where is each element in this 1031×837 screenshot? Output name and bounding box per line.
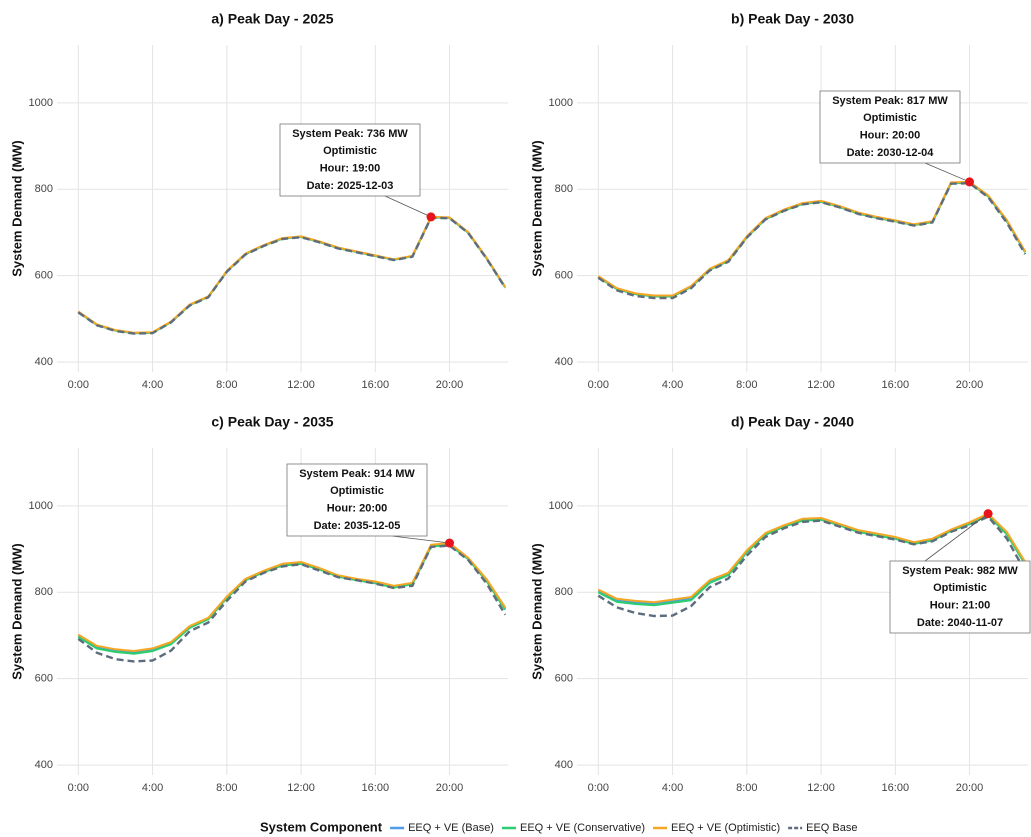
annotation-box (889, 560, 1031, 634)
y-axis-label: System Demand (MW) (529, 140, 544, 277)
annotation-text: System Peak: 736 MW (292, 128, 408, 140)
series-line (597, 515, 1027, 618)
y-tick-label: 1000 (29, 500, 53, 512)
x-tick-label: 12:00 (287, 782, 315, 794)
x-tick-label: 16:00 (362, 379, 390, 391)
annotation-text: System Peak: 914 MW (299, 468, 415, 480)
x-tick-label: 4:00 (662, 379, 683, 391)
x-tick-label: 4:00 (142, 379, 163, 391)
y-tick-label: 800 (555, 586, 573, 598)
legend-label: EEQ + VE (Optimistic) (671, 822, 780, 834)
y-tick-label: 1000 (29, 97, 53, 109)
series-line (77, 543, 507, 655)
x-tick-label: 4:00 (662, 782, 683, 794)
panel-title: d) Peak Day - 2040 (731, 414, 854, 430)
panel-title: a) Peak Day - 2025 (211, 11, 333, 27)
panel-title: c) Peak Day - 2035 (211, 414, 333, 430)
series-line (77, 542, 507, 654)
annotation-text: Hour: 19:00 (320, 163, 381, 175)
annotation-text: Hour: 20:00 (327, 503, 388, 515)
x-tick-label: 12:00 (807, 379, 835, 391)
x-tick-label: 12:00 (287, 379, 315, 391)
series-line (597, 181, 1027, 298)
annotation-text: Date: 2040-11-07 (917, 617, 1003, 629)
annotation-text: Optimistic (330, 485, 384, 497)
annotation-box (279, 123, 421, 197)
series-line (597, 181, 1027, 297)
y-tick-label: 600 (35, 270, 53, 282)
panel-title: b) Peak Day - 2030 (731, 11, 854, 27)
annotation-text: Hour: 20:00 (860, 130, 921, 142)
y-tick-label: 1000 (549, 97, 573, 109)
y-axis-label: System Demand (MW) (9, 543, 24, 680)
legend-label: EEQ Base (806, 822, 857, 834)
legend-label: EEQ + VE (Conservative) (520, 822, 645, 834)
annotation-text: System Peak: 817 MW (832, 95, 948, 107)
x-tick-label: 16:00 (882, 379, 910, 391)
y-tick-label: 600 (555, 270, 573, 282)
y-tick-label: 800 (35, 586, 53, 598)
y-axis-label: System Demand (MW) (529, 543, 544, 680)
x-tick-label: 8:00 (216, 379, 237, 391)
annotation-text: Date: 2035-12-05 (314, 520, 401, 532)
series-line (77, 542, 507, 652)
y-tick-label: 800 (555, 183, 573, 195)
legend-title: System Component (260, 819, 383, 834)
leader-line (924, 162, 970, 183)
y-tick-label: 1000 (549, 500, 573, 512)
y-tick-label: 400 (555, 356, 573, 368)
legend-label: EEQ + VE (Base) (408, 822, 494, 834)
y-tick-label: 400 (35, 356, 53, 368)
series-line (77, 215, 507, 334)
series-line (597, 512, 1027, 604)
annotation-text: Optimistic (933, 582, 987, 594)
y-axis-label: System Demand (MW) (9, 140, 24, 277)
x-tick-label: 4:00 (142, 782, 163, 794)
series-line (597, 180, 1027, 297)
x-tick-label: 0:00 (588, 782, 609, 794)
y-tick-label: 600 (35, 673, 53, 685)
x-tick-label: 16:00 (882, 782, 910, 794)
y-tick-label: 600 (555, 673, 573, 685)
x-tick-label: 0:00 (588, 379, 609, 391)
annotation-text: Optimistic (863, 112, 917, 124)
x-tick-label: 0:00 (68, 782, 89, 794)
x-tick-label: 20:00 (956, 782, 984, 794)
annotation-text: Optimistic (323, 145, 377, 157)
y-tick-label: 400 (555, 759, 573, 771)
x-tick-label: 16:00 (362, 782, 390, 794)
x-tick-label: 8:00 (216, 782, 237, 794)
x-tick-label: 0:00 (68, 379, 89, 391)
annotation-text: System Peak: 982 MW (902, 565, 1018, 577)
x-tick-label: 20:00 (436, 379, 464, 391)
peak-point (445, 538, 455, 548)
annotation-text: Date: 2025-12-03 (307, 180, 394, 192)
y-tick-label: 400 (35, 759, 53, 771)
x-tick-label: 20:00 (956, 379, 984, 391)
series-line (77, 544, 507, 663)
peak-point (426, 212, 436, 222)
leader-line (391, 535, 450, 544)
x-tick-label: 8:00 (736, 782, 757, 794)
x-tick-label: 12:00 (807, 782, 835, 794)
annotation-box (819, 90, 961, 164)
annotation-text: Date: 2030-12-04 (847, 147, 935, 159)
x-tick-label: 20:00 (436, 782, 464, 794)
series-line (597, 182, 1027, 300)
peak-point (983, 509, 993, 519)
y-tick-label: 800 (35, 183, 53, 195)
annotation-text: Hour: 21:00 (930, 600, 991, 612)
x-tick-label: 8:00 (736, 379, 757, 391)
annotation-box (286, 463, 428, 537)
peak-point (965, 177, 975, 187)
leader-line (384, 195, 432, 218)
leader-line (924, 513, 989, 562)
